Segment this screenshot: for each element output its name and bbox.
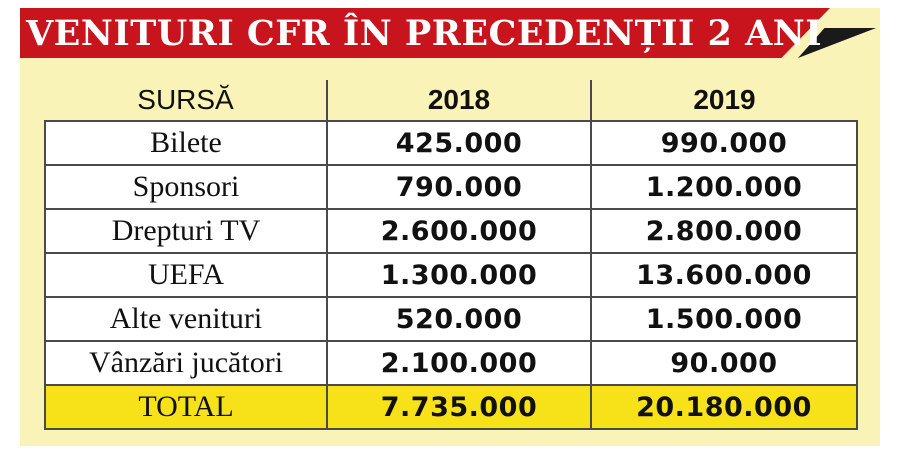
row-value-2018: 2.100.000 [326, 340, 592, 386]
table-row: UEFA 1.300.000 13.600.000 [44, 252, 858, 298]
row-value-2019: 90.000 [590, 340, 858, 386]
row-value-2018: 2.600.000 [326, 208, 592, 254]
table-row: Sponsori 790.000 1.200.000 [44, 164, 858, 210]
row-source: Vânzări jucători [44, 340, 328, 386]
row-value-2018: 1.300.000 [326, 252, 592, 298]
total-row: TOTAL 7.735.000 20.180.000 [44, 384, 858, 430]
total-label: TOTAL [44, 384, 328, 430]
revenue-table: SURSĂ 2018 2019 Bilete 425.000 990.000 S… [44, 80, 858, 430]
table-row: Drepturi TV 2.600.000 2.800.000 [44, 208, 858, 254]
row-value-2019: 13.600.000 [590, 252, 858, 298]
table-row: Bilete 425.000 990.000 [44, 120, 858, 166]
row-value-2019: 1.500.000 [590, 296, 858, 342]
total-2018: 7.735.000 [326, 384, 592, 430]
table-row: Alte venituri 520.000 1.500.000 [44, 296, 858, 342]
infographic-title: VENITURI CFR ÎN PRECEDENȚII 2 ANI [26, 13, 823, 54]
row-value-2018: 520.000 [326, 296, 592, 342]
header-2019: 2019 [591, 80, 857, 122]
row-value-2019: 2.800.000 [590, 208, 858, 254]
table-row: Vânzări jucători 2.100.000 90.000 [44, 340, 858, 386]
row-source: UEFA [44, 252, 328, 298]
row-source: Drepturi TV [44, 208, 328, 254]
row-source: Bilete [44, 120, 328, 166]
header-row: SURSĂ 2018 2019 [45, 80, 857, 122]
row-value-2019: 1.200.000 [590, 164, 858, 210]
row-value-2019: 990.000 [590, 120, 858, 166]
row-value-2018: 790.000 [326, 164, 592, 210]
title-banner [20, 8, 830, 58]
header-2018: 2018 [327, 80, 592, 122]
header-source: SURSĂ [45, 80, 328, 122]
row-source: Alte venituri [44, 296, 328, 342]
total-2019: 20.180.000 [590, 384, 858, 430]
row-value-2018: 425.000 [326, 120, 592, 166]
row-source: Sponsori [44, 164, 328, 210]
